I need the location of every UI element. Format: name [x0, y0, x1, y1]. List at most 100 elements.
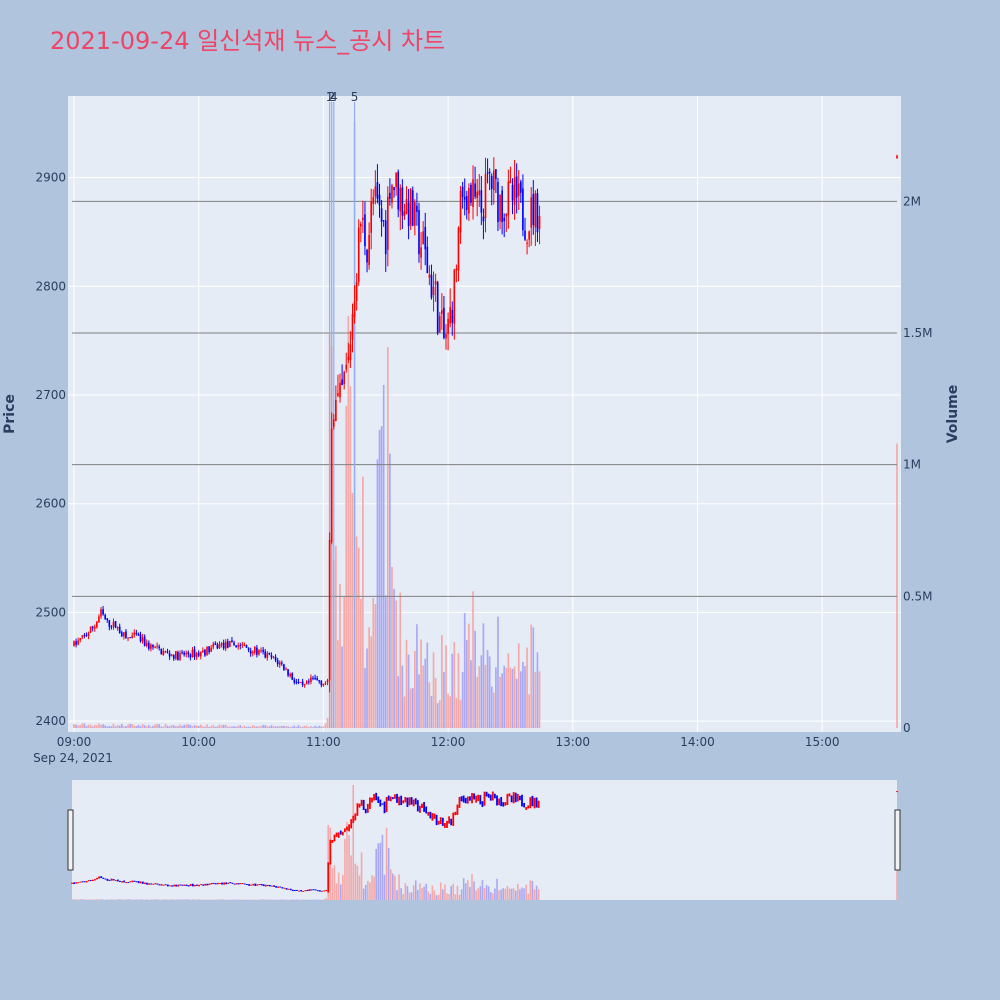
- range-slider-candle: [294, 889, 296, 892]
- range-slider-candle: [316, 890, 319, 892]
- candle-body: [79, 638, 82, 641]
- range-slider-candle: [448, 816, 450, 824]
- range-slider-candle: [429, 811, 432, 819]
- volume-bar: [218, 724, 221, 728]
- volume-bar: [455, 697, 458, 728]
- volume-bar: [364, 667, 366, 728]
- range-slider-candle: [96, 877, 98, 880]
- volume-bar: [285, 726, 287, 728]
- volume-bar: [420, 639, 422, 728]
- range-slider-candle: [200, 884, 203, 886]
- candle-body: [399, 187, 402, 212]
- range-slider-candle: [189, 883, 192, 886]
- volume-bar: [443, 672, 445, 728]
- range-slider-volume-bar: [248, 899, 250, 901]
- volume-bar: [461, 671, 464, 728]
- range-slider-candle: [160, 884, 163, 886]
- range-slider-volume-bar: [233, 899, 236, 901]
- range-slider-candle: [71, 882, 73, 884]
- range-slider-candle: [337, 832, 340, 838]
- candle-body: [507, 181, 510, 216]
- range-slider[interactable]: [67, 780, 901, 901]
- volume-bar: [276, 726, 279, 728]
- range-slider-candle: [183, 884, 186, 886]
- range-slider-volume-bar: [404, 883, 407, 900]
- range-slider-volume-bar: [231, 899, 234, 901]
- candle-body: [339, 382, 341, 398]
- candle-body: [93, 626, 96, 629]
- candle-body: [497, 182, 499, 223]
- range-slider-candle: [110, 878, 113, 881]
- range-slider-left-handle[interactable]: [67, 809, 74, 871]
- volume-bar: [405, 639, 408, 728]
- volume-bar: [177, 726, 179, 728]
- range-slider-candle: [479, 795, 482, 805]
- candle-body: [253, 646, 256, 653]
- range-slider-candle: [329, 839, 332, 865]
- range-slider-volume-bar: [364, 884, 367, 900]
- candle-body: [463, 196, 466, 200]
- volume-bar: [459, 699, 462, 728]
- range-slider-volume-bar: [456, 885, 459, 900]
- range-slider-candle: [287, 888, 290, 890]
- range-slider-candle: [214, 883, 217, 885]
- range-slider-candle: [446, 820, 448, 828]
- range-slider-volume-bar: [152, 899, 155, 900]
- candle-body: [172, 655, 175, 659]
- range-slider-candle: [354, 813, 357, 821]
- range-slider-candle: [206, 883, 209, 886]
- volume-bar: [357, 547, 360, 728]
- range-slider-volume-bar: [294, 899, 296, 901]
- range-slider-right-handle[interactable]: [894, 809, 901, 871]
- range-slider-volume-bar: [531, 880, 534, 900]
- range-slider-candle: [475, 795, 478, 803]
- range-slider-candle: [285, 888, 288, 890]
- range-slider-candle: [437, 820, 440, 825]
- range-slider-candle: [471, 793, 473, 804]
- range-slider-candle: [175, 884, 178, 887]
- range-slider-candle: [79, 881, 82, 883]
- range-slider-volume-bar: [448, 893, 450, 900]
- candle-body: [424, 226, 427, 250]
- volume-bar: [104, 725, 107, 728]
- volume-bar: [308, 727, 310, 728]
- candle-body: [123, 632, 125, 637]
- range-slider-candle: [289, 888, 292, 891]
- range-slider-volume-bar: [114, 899, 117, 900]
- candle-body: [191, 649, 194, 657]
- range-slider-candle: [308, 889, 311, 892]
- candle-body: [536, 193, 539, 233]
- range-slider-candle: [171, 885, 173, 887]
- range-slider-candle: [331, 839, 334, 843]
- range-slider-volume-bar: [160, 899, 163, 901]
- range-slider-volume-bar: [129, 899, 132, 900]
- range-slider-volume-bar: [237, 899, 240, 900]
- candle-body: [81, 635, 84, 638]
- range-slider-volume-bar: [464, 883, 467, 900]
- candle-body: [505, 213, 508, 217]
- range-slider-volume-bar: [498, 890, 500, 900]
- range-slider-candle: [275, 886, 278, 888]
- volume-bar: [152, 725, 154, 728]
- volume-bar: [507, 653, 510, 728]
- volume-bar: [441, 635, 443, 728]
- volume-bar: [449, 696, 452, 728]
- candle-body: [202, 650, 204, 653]
- range-slider-candle: [473, 793, 475, 800]
- volume-bar: [270, 725, 273, 728]
- candle-body: [335, 399, 337, 422]
- range-slider-candle: [389, 796, 392, 802]
- candle-body: [492, 170, 495, 191]
- volume-bar: [492, 692, 495, 728]
- volume-bar: [268, 726, 271, 728]
- range-slider-volume-bar: [269, 899, 271, 900]
- volume-bar: [382, 384, 385, 728]
- range-slider-candle: [516, 793, 519, 802]
- range-slider-preview: [71, 785, 898, 901]
- range-slider-volume-bar: [446, 893, 448, 900]
- range-slider-volume-bar: [77, 899, 80, 900]
- range-slider-volume-bar: [121, 899, 123, 901]
- candle-body: [214, 643, 217, 645]
- range-slider-volume-bar: [292, 899, 294, 901]
- range-slider-candle: [85, 881, 88, 883]
